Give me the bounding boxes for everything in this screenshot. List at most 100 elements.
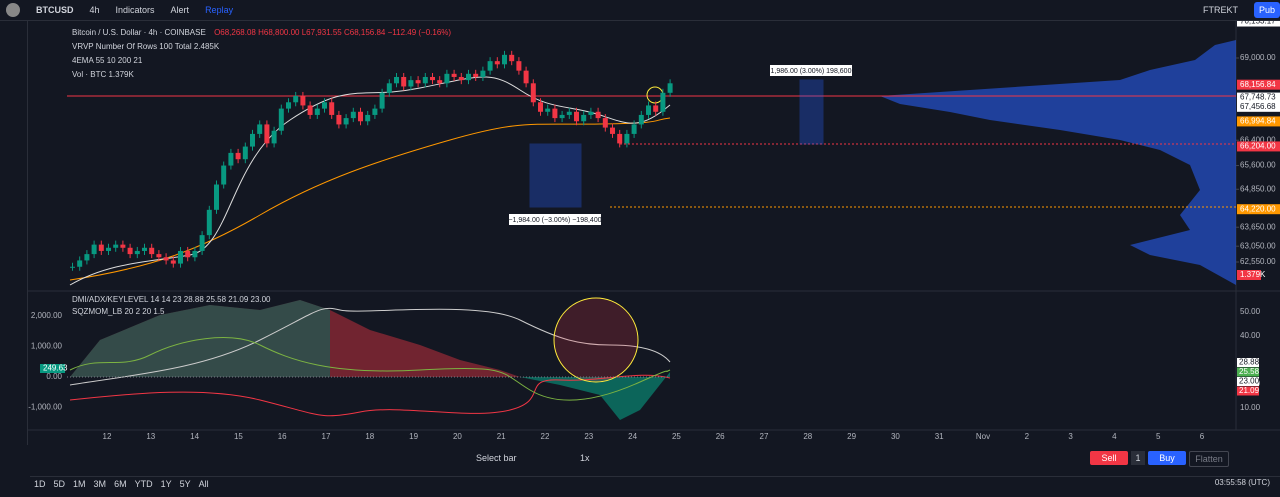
symbol-search[interactable]: BTCUSD	[36, 5, 74, 15]
date-tick-label: 31	[935, 432, 944, 441]
candle	[185, 250, 191, 258]
flatten-button[interactable]: Flatten	[1189, 451, 1229, 467]
ohlc: H68,800.00	[258, 28, 300, 37]
ema-orange	[69, 117, 671, 281]
candle	[293, 95, 299, 103]
candle	[473, 73, 479, 77]
candle	[163, 257, 169, 261]
date-tick-label: 20	[453, 432, 462, 441]
short-measure-label: −1,984.00 (−3.00%) −198,400	[508, 217, 601, 224]
date-tick-label: 13	[146, 432, 155, 441]
dmi-tick-label: 40.00	[1240, 331, 1261, 340]
candle	[192, 250, 198, 258]
di-plus-line	[69, 337, 671, 401]
candle	[343, 118, 349, 125]
candle	[206, 209, 212, 236]
candle	[437, 80, 443, 84]
candle	[530, 83, 536, 103]
speed[interactable]: 1x	[580, 453, 590, 463]
candle	[638, 114, 644, 125]
candle	[574, 111, 579, 122]
clock: 03:55:58 (UTC)	[1214, 478, 1270, 487]
sqz-legend: SQZMOM_LB 20 2 20 1.5	[72, 307, 165, 316]
candle	[178, 250, 183, 264]
range-button[interactable]: 5D	[53, 479, 66, 489]
range-button[interactable]: 3M	[93, 479, 107, 489]
range-button[interactable]: All	[198, 479, 209, 489]
price-tick-label: 69,000.00	[1240, 53, 1276, 62]
candle	[106, 247, 111, 251]
price-tick-label: 64,850.00	[1240, 184, 1276, 193]
price-tick-label: 70,153.17	[1240, 21, 1276, 26]
dmi-label-box	[1237, 386, 1259, 396]
candle	[358, 111, 363, 122]
candle	[300, 95, 306, 106]
range-bar: 1D 5D 1M 3M 6M YTD 1Y 5Y All	[30, 476, 1280, 491]
candle	[329, 102, 335, 115]
alert-button[interactable]: Alert	[170, 5, 190, 15]
candle	[444, 73, 450, 84]
dmi-tick-label: 50.00	[1240, 307, 1261, 316]
candle	[509, 54, 515, 62]
lower-legend: DMI/ADX/KEYLEVEL 14 14 23 28.88 25.58 21…	[72, 294, 271, 318]
date-tick-label: 4	[1112, 432, 1117, 441]
volume-profile	[880, 40, 1236, 285]
candle	[610, 127, 615, 134]
candle	[271, 130, 277, 144]
price-label-box	[1237, 92, 1280, 103]
range-button[interactable]: 5Y	[179, 479, 191, 489]
candle	[322, 102, 327, 109]
range-button[interactable]: 1Y	[160, 479, 172, 489]
candle	[257, 124, 263, 134]
range-button[interactable]: 1M	[73, 479, 86, 489]
candle	[552, 108, 558, 119]
candle	[624, 133, 630, 144]
dmi-label-box	[1237, 377, 1259, 386]
price-label-box	[1237, 141, 1280, 152]
momentum-label-box	[40, 364, 65, 373]
candle	[98, 244, 104, 251]
range-button[interactable]: 1D	[34, 479, 46, 489]
sell-button[interactable]: Sell	[1090, 451, 1128, 465]
candle	[466, 73, 471, 81]
date-tick-label: 29	[847, 432, 856, 441]
dmi-label: 25.58	[1239, 367, 1260, 376]
annotation-box	[770, 65, 852, 76]
volume-label-box	[1237, 270, 1261, 280]
range-button[interactable]: YTD	[134, 479, 153, 489]
quantity[interactable]: 1	[1131, 451, 1145, 465]
publish-button[interactable]: Pub	[1253, 2, 1280, 18]
candle	[394, 76, 399, 84]
date-tick-label: 22	[541, 432, 550, 441]
date-tick-label: 30	[891, 432, 900, 441]
momentum-tick-label: -1,000.00	[28, 403, 62, 412]
indicators-button[interactable]: Indicators	[115, 5, 155, 15]
volume-legend: Vol · BTC 1.379K	[72, 70, 134, 79]
avatar[interactable]	[6, 3, 20, 17]
highlight-circle-lower	[553, 297, 639, 383]
price-tick-label: 64,220.00	[1240, 204, 1276, 213]
candle	[242, 146, 248, 160]
momentum-label: 249.63	[43, 364, 68, 373]
date-tick-label: 5	[1156, 432, 1161, 441]
di-minus-line	[69, 374, 671, 417]
candle	[422, 76, 428, 84]
date-tick-label: 19	[409, 432, 418, 441]
ohlc: L67,931.55	[301, 28, 342, 37]
candle	[228, 152, 234, 166]
select-bar[interactable]: Select bar	[476, 453, 517, 463]
candle	[653, 105, 659, 112]
date-tick-label: 14	[190, 432, 199, 441]
date-tick-label: 26	[716, 432, 725, 441]
dmi-label: 28.88	[1239, 358, 1260, 367]
buy-button[interactable]: Buy	[1148, 451, 1186, 465]
candle	[602, 118, 608, 128]
date-tick-label: 3	[1068, 432, 1073, 441]
candle	[415, 80, 421, 84]
range-button[interactable]: 6M	[114, 479, 127, 489]
account-name[interactable]: FTREKT	[1202, 5, 1238, 15]
candle	[451, 73, 457, 77]
interval[interactable]: 4h	[89, 5, 100, 15]
replay-button[interactable]: Replay	[205, 5, 234, 15]
